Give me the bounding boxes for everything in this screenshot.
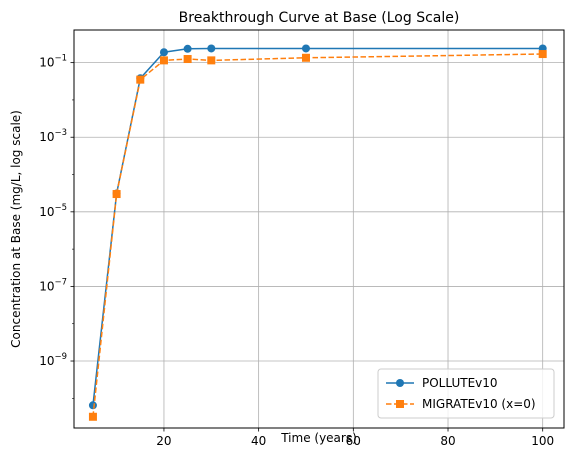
legend-label: POLLUTEv10 — [422, 376, 498, 390]
legend-marker — [396, 379, 404, 387]
x-tick-label: 20 — [156, 434, 171, 448]
y-tick-label: 10−1 — [39, 54, 67, 70]
plot-frame — [73, 29, 565, 429]
data-point — [136, 75, 145, 84]
chart-title: Breakthrough Curve at Base (Log Scale) — [179, 10, 460, 26]
data-point — [159, 56, 168, 65]
y-tick-label: 10−7 — [39, 277, 67, 293]
x-tick-label: 100 — [531, 434, 554, 448]
legend-label: MIGRATEv10 (x=0) — [422, 397, 536, 411]
series-line — [92, 53, 543, 417]
data-point — [301, 53, 310, 62]
data-point — [207, 44, 216, 53]
data-point — [183, 44, 192, 53]
legend-box — [377, 368, 555, 419]
legend-entry: POLLUTEv10 — [386, 376, 498, 390]
data-point — [538, 50, 547, 59]
data-point — [88, 401, 97, 410]
grid — [74, 30, 564, 428]
x-tick-label: 40 — [251, 434, 266, 448]
series-2 — [88, 50, 547, 421]
y-tick-label: 10−5 — [39, 203, 67, 219]
data-point — [301, 44, 310, 53]
series-layer — [88, 44, 547, 421]
data-point — [112, 190, 121, 199]
y-axis-title: Concentration at Base (mg/L, log scale) — [9, 110, 23, 348]
y-tick-label: 10−9 — [39, 352, 67, 368]
x-tick-label: 60 — [346, 434, 361, 448]
legend: POLLUTEv10 MIGRATEv10 (x=0) — [377, 368, 555, 419]
y-tick-label: 10−3 — [39, 128, 67, 144]
legend-entry: MIGRATEv10 (x=0) — [386, 397, 536, 411]
x-tick-label: 80 — [440, 434, 455, 448]
data-point — [207, 56, 216, 65]
data-point — [159, 48, 168, 57]
x-axis-title: Time (years) — [280, 431, 357, 445]
legend-marker — [396, 400, 404, 408]
data-point — [88, 412, 97, 421]
axis-ticks: 20 40 60 80 100 10−9 10−7 10−5 10−3 10−1 — [39, 54, 554, 448]
data-point — [183, 55, 192, 64]
